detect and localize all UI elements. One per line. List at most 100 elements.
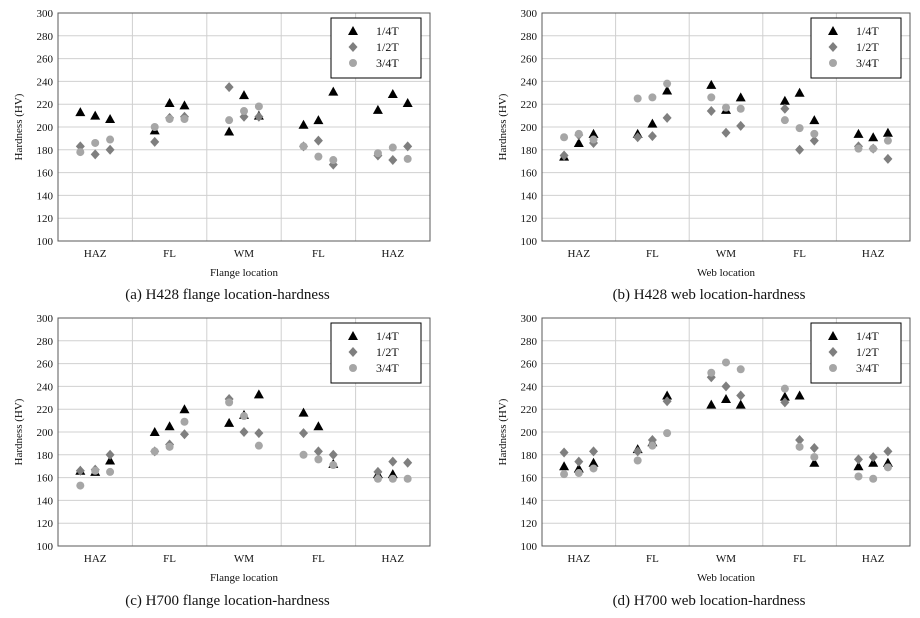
data-point-c-3-4t bbox=[314, 455, 323, 464]
data-point-d-3-4t bbox=[589, 464, 598, 473]
data-point-a-1-2t bbox=[254, 111, 264, 122]
data-point-b-1-4t bbox=[853, 128, 864, 138]
plot-frame bbox=[541, 12, 911, 242]
data-point-c-3-4t bbox=[329, 461, 338, 470]
data-point-d-1-4t bbox=[588, 457, 599, 467]
y-axis-label: Hardness (HV) bbox=[497, 398, 509, 465]
data-point-b-3-4t bbox=[560, 133, 569, 142]
data-point-b-3-4t bbox=[780, 116, 789, 125]
data-point-b-1-2t bbox=[559, 150, 569, 161]
y-tick-label: 100 bbox=[521, 541, 538, 553]
data-point-a-3-4t bbox=[225, 116, 234, 125]
data-point-b-1-2t bbox=[721, 127, 731, 138]
data-point-d-1-4t bbox=[735, 399, 746, 409]
legend-label: 1/4T bbox=[376, 24, 399, 38]
scatter-chart-d: 100 120 140 160 180 200 220 240 260 280 300 HAZ FL WM… bbox=[497, 313, 911, 584]
data-point-c-3-4t bbox=[150, 447, 159, 456]
data-point-d-1-4t bbox=[662, 390, 673, 400]
data-point-b-1-2t bbox=[647, 131, 657, 142]
data-point-c-3-4t bbox=[76, 481, 85, 490]
data-point-a-1-2t bbox=[388, 155, 398, 166]
data-point-d-1-2t bbox=[809, 442, 819, 453]
data-point-b-1-4t bbox=[588, 128, 599, 138]
data-point-c-1-2t bbox=[254, 428, 264, 439]
y-tick-label: 180 bbox=[37, 450, 54, 462]
data-point-c-1-2t bbox=[75, 465, 85, 476]
data-point-b-3-4t bbox=[574, 129, 583, 138]
data-point-b-1-2t bbox=[662, 112, 672, 123]
y-tick-label: 280 bbox=[37, 31, 54, 43]
data-point-c-1-4t bbox=[164, 421, 175, 431]
data-point-d-1-2t bbox=[853, 454, 863, 465]
x-axis-label: Flange location bbox=[210, 267, 279, 279]
y-tick-label: 280 bbox=[521, 31, 538, 43]
x-tick-label-wm: WM bbox=[234, 248, 254, 260]
y-tick-label: 300 bbox=[37, 8, 54, 20]
y-tick-label: 260 bbox=[37, 54, 54, 66]
data-point-d-1-2t bbox=[883, 446, 893, 457]
y-tick-label: 160 bbox=[521, 168, 538, 180]
chart-caption-b: (b) H428 web location-hardness bbox=[612, 287, 806, 303]
data-point-d-1-4t bbox=[853, 461, 864, 471]
data-point-a-3-4t bbox=[388, 143, 397, 152]
data-point-d-1-2t bbox=[721, 381, 731, 392]
legend bbox=[330, 17, 422, 79]
x-tick-label-fl: FL bbox=[646, 553, 659, 565]
data-point-b-3-4t bbox=[663, 79, 672, 88]
legend-label: 1/2T bbox=[376, 345, 399, 359]
chart-panel-d: 100 120 140 160 180 200 220 240 260 280 300 HAZ FL WM… bbox=[484, 309, 920, 618]
data-point-b-3-4t bbox=[707, 93, 716, 102]
y-tick-label: 200 bbox=[37, 427, 54, 439]
data-point-c-1-2t bbox=[328, 449, 338, 460]
x-tick-label-haz: HAZ bbox=[567, 248, 590, 260]
x-tick-label-haz: HAZ bbox=[84, 553, 107, 565]
data-point-a-3-4t bbox=[240, 107, 248, 116]
data-point-c-1-2t bbox=[388, 456, 398, 467]
data-point-b-1-4t bbox=[809, 115, 820, 125]
data-point-b-1-2t bbox=[780, 103, 790, 114]
data-point-c-1-4t bbox=[105, 455, 116, 465]
legend-marker-1-2t bbox=[828, 42, 838, 52]
data-point-c-3-4t bbox=[388, 474, 397, 483]
y-tick-label: 200 bbox=[521, 427, 538, 439]
chart-panel-c: 100 120 140 160 180 200 220 240 260 280 300 HAZ FL WM… bbox=[0, 309, 460, 618]
y-axis-label: Hardness (HV) bbox=[13, 398, 25, 465]
data-point-d-1-2t bbox=[662, 396, 672, 407]
data-point-b-3-4t bbox=[795, 124, 804, 133]
data-point-b-3-4t bbox=[633, 94, 642, 103]
x-tick-label-haz: HAZ bbox=[381, 553, 404, 565]
data-point-b-1-4t bbox=[882, 127, 893, 137]
data-point-d-1-4t bbox=[868, 457, 879, 467]
data-point-a-3-4t bbox=[403, 154, 412, 163]
data-point-d-3-4t bbox=[736, 365, 745, 374]
y-tick-label: 160 bbox=[37, 168, 54, 180]
plot-frame bbox=[541, 317, 911, 547]
y-tick-label: 100 bbox=[37, 541, 54, 553]
legend-marker-1-2t bbox=[348, 347, 358, 357]
scatter-chart-c: 100 120 140 160 180 200 220 240 260 280 300 HAZ FL WM… bbox=[13, 313, 431, 584]
data-point-c-3-4t bbox=[373, 474, 382, 483]
y-tick-label: 280 bbox=[37, 336, 54, 348]
data-point-a-1-4t bbox=[298, 119, 309, 129]
data-point-d-1-2t bbox=[736, 390, 746, 401]
legend-marker-3-4t bbox=[349, 364, 357, 372]
y-tick-label: 220 bbox=[521, 99, 538, 111]
data-point-c-1-4t bbox=[298, 407, 309, 417]
data-point-c-1-2t bbox=[373, 466, 383, 477]
data-point-c-3-4t bbox=[240, 412, 248, 421]
data-point-a-1-4t bbox=[313, 115, 324, 125]
data-point-a-3-4t bbox=[76, 148, 85, 157]
data-point-c-1-2t bbox=[403, 457, 413, 468]
data-point-b-1-4t bbox=[779, 95, 790, 105]
data-point-b-1-2t bbox=[736, 120, 746, 131]
data-point-d-1-2t bbox=[868, 452, 878, 463]
x-axis-label: Web location bbox=[697, 572, 756, 584]
legend-label: 3/4T bbox=[376, 56, 399, 70]
data-point-d-1-2t bbox=[559, 447, 569, 458]
data-point-a-1-4t bbox=[75, 107, 86, 117]
scatter-chart-a: 100 120 140 160 180 200 220 240 260 280 300 HAZ FL WM… bbox=[13, 8, 431, 279]
data-point-c-1-4t bbox=[224, 417, 235, 427]
data-point-c-3-4t bbox=[225, 398, 234, 407]
legend-marker-3-4t bbox=[829, 59, 837, 67]
data-point-b-1-4t bbox=[706, 79, 717, 89]
